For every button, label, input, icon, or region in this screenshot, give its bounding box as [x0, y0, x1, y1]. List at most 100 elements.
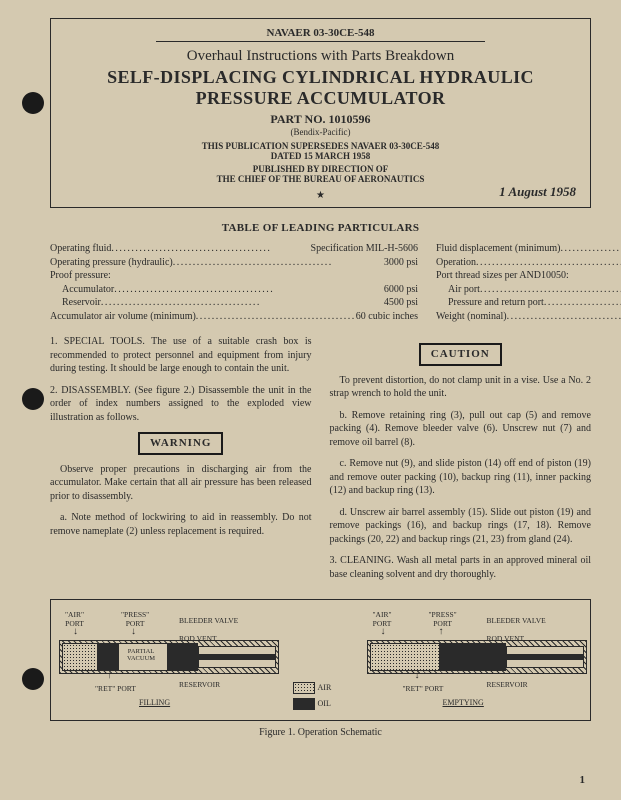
figure-1-box: "AIR"PORT ↓ "PRESS"PORT ↓ BLEEDER VALVE … [50, 599, 591, 721]
particulars-label: Pressure and return port [448, 296, 544, 310]
particulars-row: Weight (nominal) .......................… [436, 310, 621, 324]
particulars-row: Operation ..............................… [436, 256, 621, 270]
legend-oil: OIL [293, 698, 349, 710]
published-line2: THE CHIEF OF THE BUREAU OF AERONAUTICS [61, 174, 580, 184]
figure-caption: Figure 1. Operation Schematic [50, 727, 591, 738]
oil-region-2 [168, 643, 198, 671]
header-box: NAVAER 03-30CE-548 Overhaul Instructions… [50, 18, 591, 208]
rod [198, 654, 276, 660]
particulars-label: Accumulator [62, 283, 114, 297]
particulars-left-column: Operating fluid ........................… [50, 242, 418, 323]
arrow-icon: ↓ [381, 626, 386, 637]
para-2a: a. Note method of lockwiring to aid in r… [50, 511, 312, 538]
para-2d: d. Unscrew air barrel assembly (15). Sli… [330, 506, 592, 547]
particulars-row: Operating pressure (hydraulic) .........… [50, 256, 418, 270]
particulars-row: Accumulator air volume (minimum) .......… [50, 310, 418, 324]
particulars-table: Operating fluid ........................… [50, 242, 591, 323]
figure-filling: "AIR"PORT ↓ "PRESS"PORT ↓ BLEEDER VALVE … [59, 610, 275, 710]
particulars-value: 4500 psi [384, 296, 418, 310]
particulars-right-column: Fluid displacement (minimum) ...........… [436, 242, 621, 323]
label-ret-port: "RET" PORT [95, 684, 136, 693]
particulars-label: Port thread sizes per AND10050: [436, 269, 569, 283]
caution-callout: CAUTION [330, 343, 592, 366]
rod [448, 654, 584, 660]
particulars-row: Proof pressure: [50, 269, 418, 283]
particulars-label: Air port [448, 283, 480, 297]
particulars-row: Port thread sizes per AND10050: [436, 269, 621, 283]
label-partial-vacuum: PARTIALVACUUM [127, 648, 155, 662]
particulars-label: Operating fluid [50, 242, 111, 256]
leader-dots: ........................................ [480, 283, 621, 297]
label-reservoir: RESERVOIR [179, 680, 220, 689]
supersedes-line2: DATED 15 MARCH 1958 [61, 151, 580, 161]
caution-label: CAUTION [419, 343, 502, 366]
label-bleeder: BLEEDER VALVE [487, 616, 546, 625]
para-cleaning: 3. CLEANING. Wash all metal parts in an … [330, 554, 592, 581]
punch-hole [22, 388, 44, 410]
label-ret-port: "RET" PORT [403, 684, 444, 693]
legend-air: AIR [293, 682, 349, 694]
page-number: 1 [580, 774, 586, 786]
label-filling: FILLING [139, 698, 170, 707]
particulars-row: Accumulator ............................… [50, 283, 418, 297]
caution-text: To prevent distortion, do not clamp unit… [330, 374, 592, 401]
particulars-value: 6000 psi [384, 283, 418, 297]
particulars-value: 60 cubic inches [356, 310, 418, 324]
particulars-label: Accumulator air volume (minimum) [50, 310, 196, 324]
doc-subtitle: Overhaul Instructions with Parts Breakdo… [61, 48, 580, 65]
label-emptying: EMPTYING [443, 698, 484, 707]
body-right-column: CAUTION To prevent distortion, do not cl… [330, 335, 592, 589]
oil-region-1 [98, 643, 118, 671]
part-number: PART NO. 1010596 [61, 112, 580, 127]
arrow-icon: ↓ [131, 626, 136, 637]
leader-dots: ........................................ [196, 310, 356, 324]
oil-region-1 [440, 643, 448, 671]
doc-id: NAVAER 03-30CE-548 [156, 27, 484, 42]
doc-title-line1: SELF-DISPLACING CYLINDRICAL HYDRAULIC [61, 67, 580, 88]
body-left-column: 1. SPECIAL TOOLS. The use of a suitable … [50, 335, 312, 589]
particulars-row: Reservoir ..............................… [50, 296, 418, 310]
arrow-icon: ↓ [415, 670, 420, 681]
manufacturer: (Bendix-Pacific) [61, 127, 580, 137]
label-reservoir: RESERVOIR [487, 680, 528, 689]
leader-dots: ........................................ [101, 296, 384, 310]
particulars-title: TABLE OF LEADING PARTICULARS [50, 222, 591, 234]
air-region [370, 643, 440, 671]
warning-label: WARNING [138, 432, 223, 455]
leader-dots: ........................................ [173, 256, 384, 270]
leader-dots: ........................................ [111, 242, 310, 256]
particulars-label: Proof pressure: [50, 269, 111, 283]
leader-dots: ........................................ [114, 283, 384, 297]
doc-title-line2: PRESSURE ACCUMULATOR [61, 88, 580, 109]
particulars-value: Specification MIL-H-5606 [311, 242, 418, 256]
supersedes-line1: THIS PUBLICATION SUPERSEDES NAVAER 03-30… [61, 141, 580, 151]
particulars-label: Fluid displacement (minimum) [436, 242, 560, 256]
warning-text: Observe proper precautions in dischargin… [50, 463, 312, 504]
figure-emptying: "AIR"PORT ↓ "PRESS"PORT ↑ BLEEDER VALVE … [367, 610, 583, 710]
figure-legend: AIR OIL [293, 610, 349, 710]
leader-dots: ........................................ [507, 310, 621, 324]
para-2c: c. Remove nut (9), and slide piston (14)… [330, 457, 592, 498]
punch-hole [22, 668, 44, 690]
particulars-label: Operation [436, 256, 476, 270]
particulars-label: Weight (nominal) [436, 310, 507, 324]
particulars-row: Operating fluid ........................… [50, 242, 418, 256]
arrow-icon: ↓ [73, 626, 78, 637]
label-bleeder: BLEEDER VALVE [179, 616, 238, 625]
particulars-row: Air port ...............................… [436, 283, 621, 297]
leader-dots: ........................................ [476, 256, 621, 270]
particulars-value: 3000 psi [384, 256, 418, 270]
published-line1: PUBLISHED BY DIRECTION OF [61, 164, 580, 174]
para-special-tools: 1. SPECIAL TOOLS. The use of a suitable … [50, 335, 312, 376]
punch-hole [22, 92, 44, 114]
body-columns: 1. SPECIAL TOOLS. The use of a suitable … [50, 335, 591, 589]
para-disassembly: 2. DISASSEMBLY. (See figure 2.) Disassem… [50, 384, 312, 425]
particulars-row: Fluid displacement (minimum) ...........… [436, 242, 621, 256]
arrow-icon: ↑ [107, 670, 112, 681]
arrow-icon: ↑ [439, 626, 444, 637]
particulars-label: Reservoir [62, 296, 101, 310]
particulars-row: Pressure and return port ...............… [436, 296, 621, 310]
para-2b: b. Remove retaining ring (3), pull out c… [330, 409, 592, 450]
air-region [62, 643, 98, 671]
warning-callout: WARNING [50, 432, 312, 455]
